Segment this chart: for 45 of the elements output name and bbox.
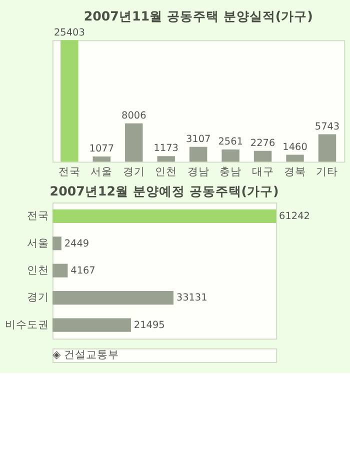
data-label: 1173	[154, 143, 178, 154]
bar	[92, 156, 111, 162]
bar	[286, 154, 304, 162]
data-label: 1077	[89, 144, 114, 155]
y-tick-label: 비수도권	[5, 318, 50, 331]
y-tick-label: 서울	[27, 236, 50, 250]
data-label: 61242	[279, 211, 310, 222]
bar	[318, 134, 336, 162]
chart-title: 2007년12월 분양예정 공동주택(가구)	[50, 184, 279, 199]
y-tick-label: 경기	[27, 290, 50, 304]
bar	[189, 146, 208, 162]
data-label: 3107	[186, 134, 211, 145]
data-label: 5743	[314, 121, 340, 132]
x-tick-label: 전국	[58, 164, 80, 178]
bar	[125, 123, 143, 162]
bar	[157, 156, 175, 162]
bar	[52, 264, 68, 278]
bar	[52, 291, 174, 305]
data-label: 25403	[54, 27, 85, 38]
bar	[52, 318, 131, 332]
bar	[52, 209, 276, 223]
data-label: 2276	[250, 138, 276, 149]
x-tick-label: 충남	[220, 164, 242, 178]
chart-title: 2007년11월 공동주택 분양실적(가구)	[84, 8, 313, 24]
data-label: 2561	[218, 136, 243, 148]
data-label: 2449	[64, 238, 90, 250]
data-label: 1460	[282, 142, 308, 153]
x-tick-label: 경기	[122, 164, 145, 178]
data-label: 4167	[70, 266, 96, 277]
x-tick-label: 대구	[252, 164, 274, 178]
y-tick-label: 전국	[27, 209, 50, 222]
bar	[52, 236, 62, 250]
data-label: 21495	[134, 320, 165, 331]
x-tick-label: 경남	[187, 164, 210, 178]
text: ◈ 건설교통부	[52, 348, 120, 362]
x-tick-label: 인천	[155, 164, 178, 178]
data-label: 33131	[176, 292, 208, 304]
bar	[254, 150, 272, 162]
bar	[222, 149, 240, 162]
x-tick-label: 서울	[90, 164, 113, 178]
bar	[60, 40, 78, 162]
x-tick-label: 기타	[316, 164, 338, 178]
y-tick-label: 인천	[27, 264, 50, 277]
x-tick-label: 경북	[284, 164, 306, 178]
data-label: 8006	[122, 110, 146, 122]
